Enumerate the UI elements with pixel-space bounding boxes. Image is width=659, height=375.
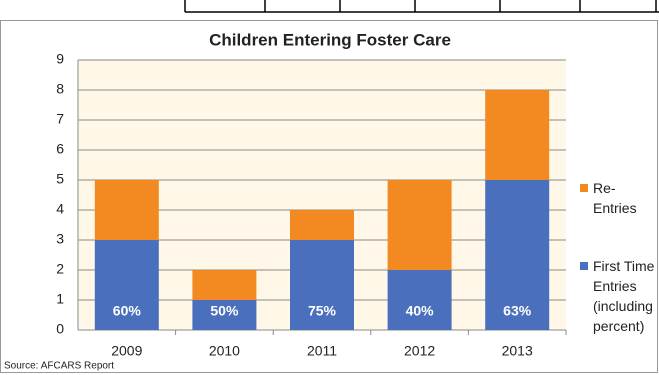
y-tick-label: 5	[56, 171, 64, 187]
bar-segment	[485, 90, 550, 180]
bar-annotation: 40%	[406, 303, 435, 319]
bar-segment	[387, 180, 452, 270]
legend-label: First Time Entries (including percent)	[593, 258, 655, 334]
y-tick-label: 6	[56, 141, 64, 157]
bar-segment	[192, 270, 257, 300]
bar-segment	[94, 240, 159, 330]
x-tick-label: 2011	[307, 343, 337, 359]
y-tick-label: 9	[56, 51, 64, 67]
legend-label: Re-Entries	[593, 180, 637, 216]
bar-annotation: 75%	[308, 303, 337, 319]
legend-swatch	[580, 184, 588, 192]
y-tick-label: 1	[56, 291, 64, 307]
y-tick-label: 8	[56, 81, 64, 97]
bar-segment	[290, 240, 354, 330]
bar-annotation: 63%	[503, 303, 532, 319]
bar-annotation: 60%	[113, 303, 142, 319]
legend-swatch	[580, 262, 588, 270]
y-tick-label: 7	[56, 111, 64, 127]
chart-title: Children Entering Foster Care	[209, 30, 451, 49]
bar-annotation: 50%	[210, 303, 239, 319]
bar-segment	[485, 180, 550, 330]
bar-segment	[94, 180, 159, 240]
x-tick-label: 2010	[209, 343, 240, 359]
table-fragment	[184, 0, 659, 13]
y-tick-label: 4	[56, 201, 64, 217]
y-tick-label: 0	[56, 321, 64, 337]
x-tick-label: 2013	[502, 343, 533, 359]
bar-segment	[192, 300, 257, 330]
source-note: Source: AFCARS Report	[4, 361, 114, 372]
bar-segment	[387, 270, 452, 330]
x-tick-label: 2009	[111, 343, 142, 359]
x-tick-label: 2012	[404, 343, 435, 359]
bar-segment	[290, 210, 354, 240]
y-tick-label: 3	[56, 231, 64, 247]
y-tick-label: 2	[56, 261, 64, 277]
